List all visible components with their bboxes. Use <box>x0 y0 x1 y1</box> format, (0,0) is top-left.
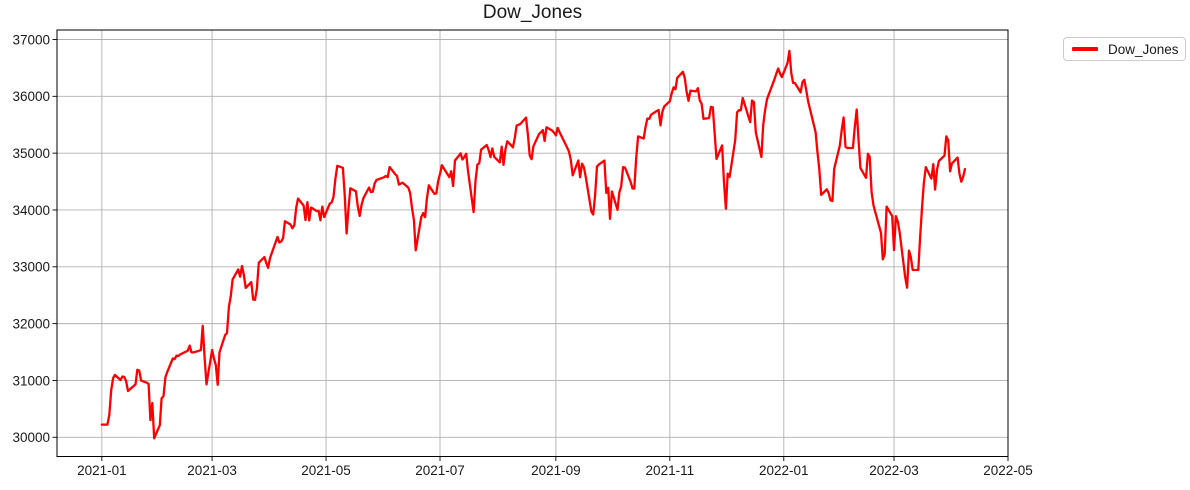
y-tick-label: 33000 <box>12 260 50 275</box>
legend: Dow_Jones <box>1063 37 1186 61</box>
x-tick-label: 2022-05 <box>983 463 1033 478</box>
x-tick-label: 2021-07 <box>415 463 465 478</box>
x-tick-label: 2022-03 <box>869 463 919 478</box>
x-tick-label: 2021-11 <box>646 463 695 478</box>
x-tick-label: 2021-03 <box>187 463 237 478</box>
y-tick-label: 36000 <box>12 89 50 104</box>
y-tick-label: 37000 <box>12 32 50 47</box>
plot-border <box>56 29 1009 457</box>
y-tick-label: 35000 <box>12 146 50 161</box>
y-tick-label: 30000 <box>12 430 50 445</box>
x-tick-label: 2021-09 <box>531 463 581 478</box>
legend-line-swatch <box>1072 47 1098 51</box>
y-tick-label: 32000 <box>12 316 50 331</box>
y-tick-label: 31000 <box>12 373 50 388</box>
x-tick-label: 2021-05 <box>301 463 351 478</box>
x-tick-label: 2022-01 <box>759 463 809 478</box>
x-tick-label: 2021-01 <box>77 463 127 478</box>
chart-title: Dow_Jones <box>482 2 583 23</box>
legend-label: Dow_Jones <box>1108 41 1179 57</box>
y-tick-label: 34000 <box>12 203 50 218</box>
series-line <box>100 49 967 440</box>
